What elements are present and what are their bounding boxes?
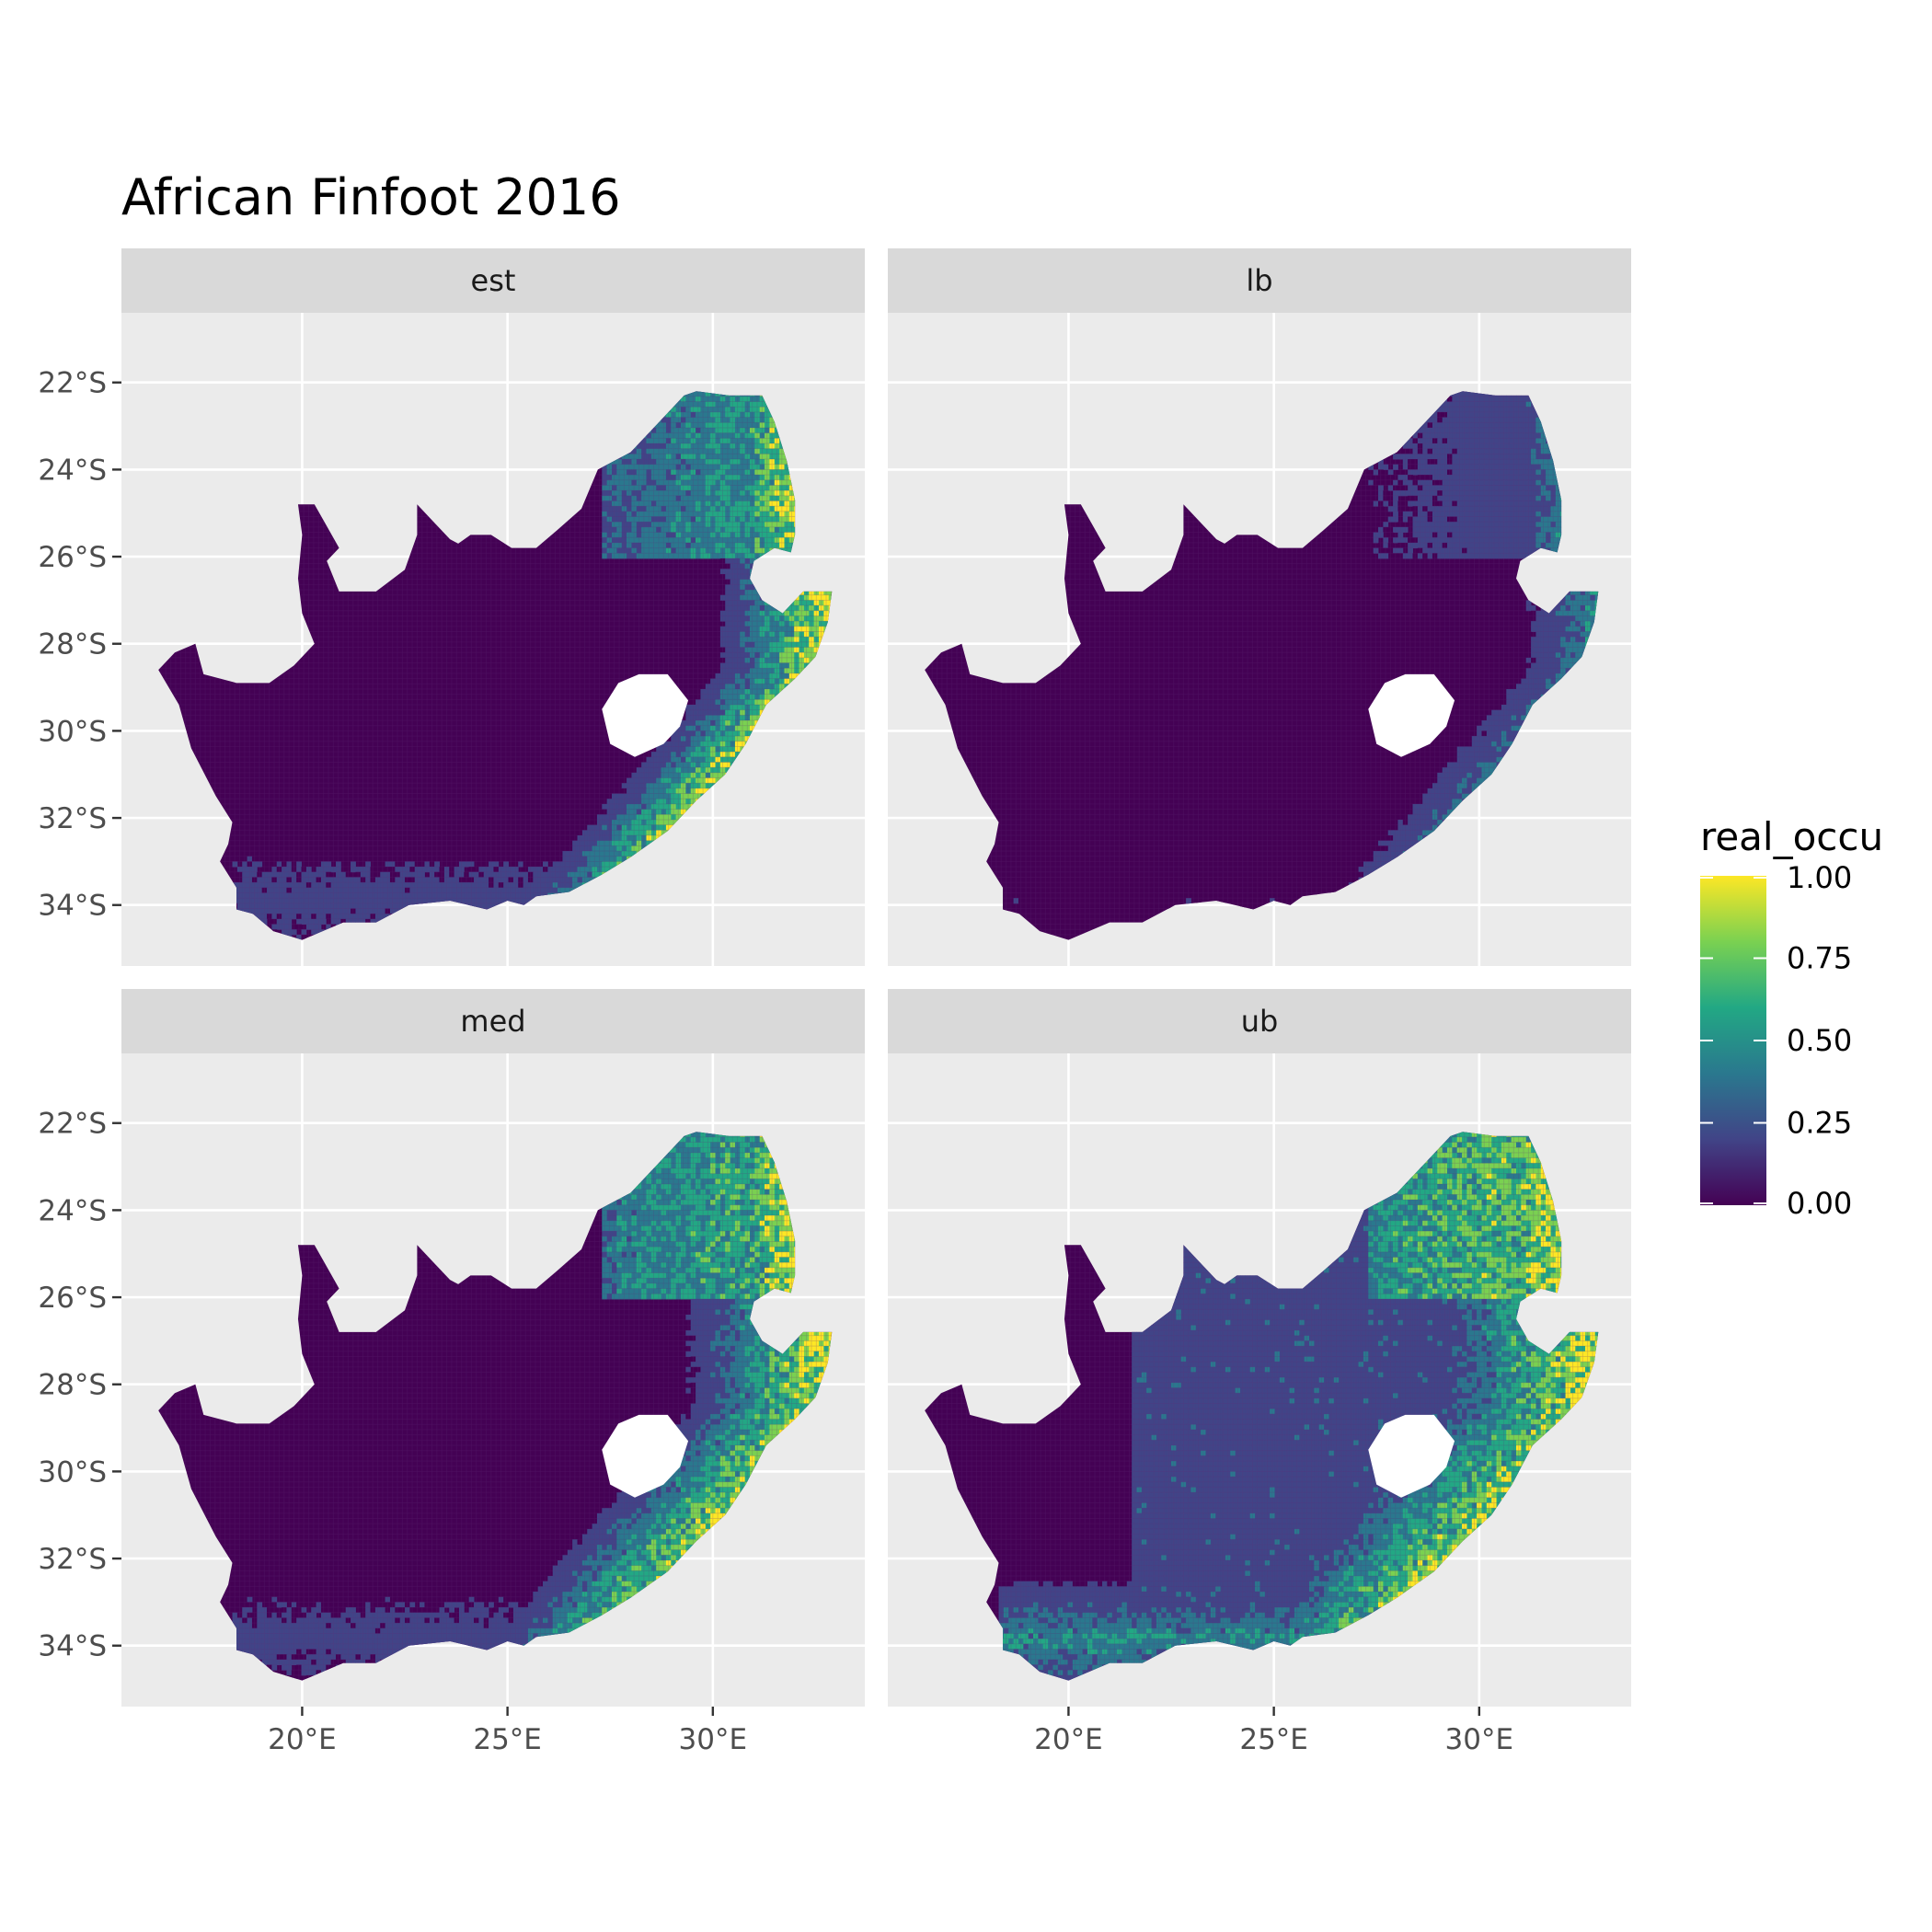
facet-strip-label: est	[471, 263, 516, 298]
chart-title: African Finfoot 2016	[121, 168, 621, 226]
facet-strip	[121, 248, 865, 313]
facet-panels: est22°S24°S26°S28°S30°S32°S34°Slbmed22°S…	[38, 248, 1631, 1756]
